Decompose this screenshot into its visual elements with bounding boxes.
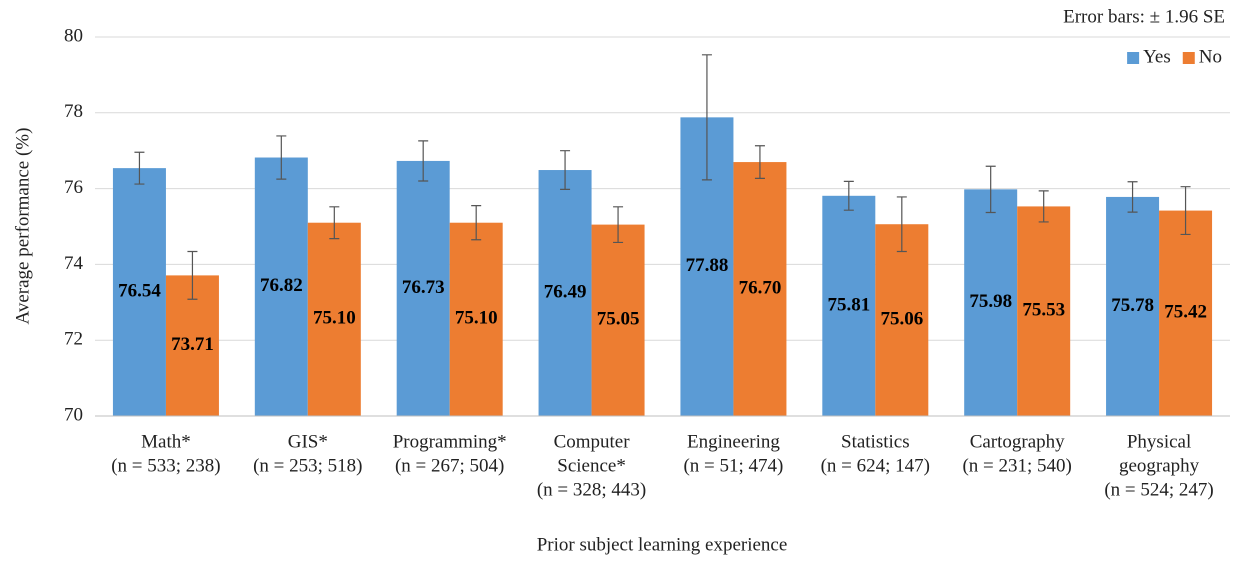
y-tick-label: 80 bbox=[64, 25, 83, 46]
bar bbox=[964, 189, 1018, 416]
value-label: 75.10 bbox=[455, 308, 498, 329]
bar bbox=[591, 224, 645, 416]
legend-label: Yes bbox=[1143, 46, 1171, 67]
legend-label: No bbox=[1199, 46, 1222, 67]
legend-swatch bbox=[1182, 52, 1195, 64]
bar bbox=[538, 170, 592, 416]
x-tick-label: Engineering bbox=[687, 431, 780, 452]
error-bar bbox=[1127, 181, 1138, 213]
y-tick-label: 78 bbox=[64, 101, 83, 122]
error-bar bbox=[843, 180, 854, 211]
x-tick-label: Cartography bbox=[970, 431, 1065, 452]
x-tick-label: geography bbox=[1119, 455, 1200, 476]
x-tick-label: Statistics bbox=[841, 431, 910, 452]
bar bbox=[822, 195, 876, 416]
error-bar bbox=[896, 196, 907, 253]
value-label: 75.06 bbox=[880, 308, 923, 329]
x-tick-label: (n = 524; 247) bbox=[1104, 479, 1213, 500]
bar bbox=[307, 222, 361, 416]
bar bbox=[1017, 206, 1071, 416]
bar bbox=[1159, 210, 1213, 416]
value-label: 75.42 bbox=[1164, 302, 1207, 323]
error-bar bbox=[471, 205, 482, 241]
bar bbox=[254, 157, 308, 416]
error-bar bbox=[560, 150, 571, 190]
bar bbox=[733, 162, 787, 416]
value-label: 75.05 bbox=[597, 309, 640, 330]
error-bar bbox=[276, 135, 287, 180]
error-bar bbox=[1180, 186, 1191, 236]
x-tick-label: (n = 533; 238) bbox=[111, 455, 220, 476]
x-tick-label: Science* bbox=[557, 455, 626, 476]
error-bar bbox=[1038, 190, 1049, 223]
value-label: 77.88 bbox=[686, 255, 729, 276]
value-label: 75.98 bbox=[969, 291, 1012, 312]
value-label: 73.71 bbox=[171, 334, 214, 355]
bar bbox=[1106, 196, 1160, 416]
x-tick-label: (n = 231; 540) bbox=[962, 455, 1071, 476]
x-tick-label: (n = 624; 147) bbox=[821, 455, 930, 476]
error-bar bbox=[418, 140, 429, 182]
annotation: Error bars: ± 1.96 SE bbox=[1063, 6, 1225, 27]
x-axis-title: Prior subject learning experience bbox=[537, 534, 788, 555]
error-bar bbox=[329, 206, 340, 240]
x-tick-label: Physical bbox=[1127, 431, 1191, 452]
bar bbox=[875, 224, 929, 416]
value-label: 76.70 bbox=[739, 277, 782, 298]
x-tick-label: (n = 253; 518) bbox=[253, 455, 362, 476]
y-tick-label: 70 bbox=[64, 404, 83, 425]
value-label: 75.53 bbox=[1022, 300, 1065, 321]
error-bar bbox=[187, 250, 198, 300]
value-label: 76.73 bbox=[402, 277, 445, 298]
x-tick-label: (n = 328; 443) bbox=[537, 479, 646, 500]
error-bar bbox=[134, 151, 145, 185]
bar bbox=[449, 222, 503, 416]
bar bbox=[112, 168, 166, 416]
x-tick-label: Computer bbox=[554, 431, 631, 452]
y-tick-label: 72 bbox=[64, 329, 83, 350]
x-tick-label: Programming* bbox=[393, 431, 507, 452]
value-label: 75.78 bbox=[1111, 295, 1154, 316]
x-tick-label: Math* bbox=[141, 431, 191, 452]
y-axis-title: Average performance (%) bbox=[12, 128, 33, 325]
error-bar bbox=[754, 145, 765, 179]
error-bar bbox=[701, 54, 712, 181]
x-tick-label: (n = 51; 474) bbox=[683, 455, 783, 476]
value-label: 75.81 bbox=[827, 294, 870, 315]
value-label: 76.54 bbox=[118, 280, 161, 301]
x-tick-label: (n = 267; 504) bbox=[395, 455, 504, 476]
y-tick-label: 74 bbox=[64, 253, 84, 274]
value-label: 76.49 bbox=[544, 281, 587, 302]
value-label: 76.82 bbox=[260, 275, 303, 296]
error-bar bbox=[985, 165, 996, 214]
legend-swatch bbox=[1127, 52, 1140, 64]
x-tick-label: GIS* bbox=[288, 431, 328, 452]
error-bar bbox=[613, 206, 624, 244]
bar bbox=[396, 160, 450, 416]
value-label: 75.10 bbox=[313, 308, 356, 329]
y-tick-label: 76 bbox=[64, 177, 83, 198]
